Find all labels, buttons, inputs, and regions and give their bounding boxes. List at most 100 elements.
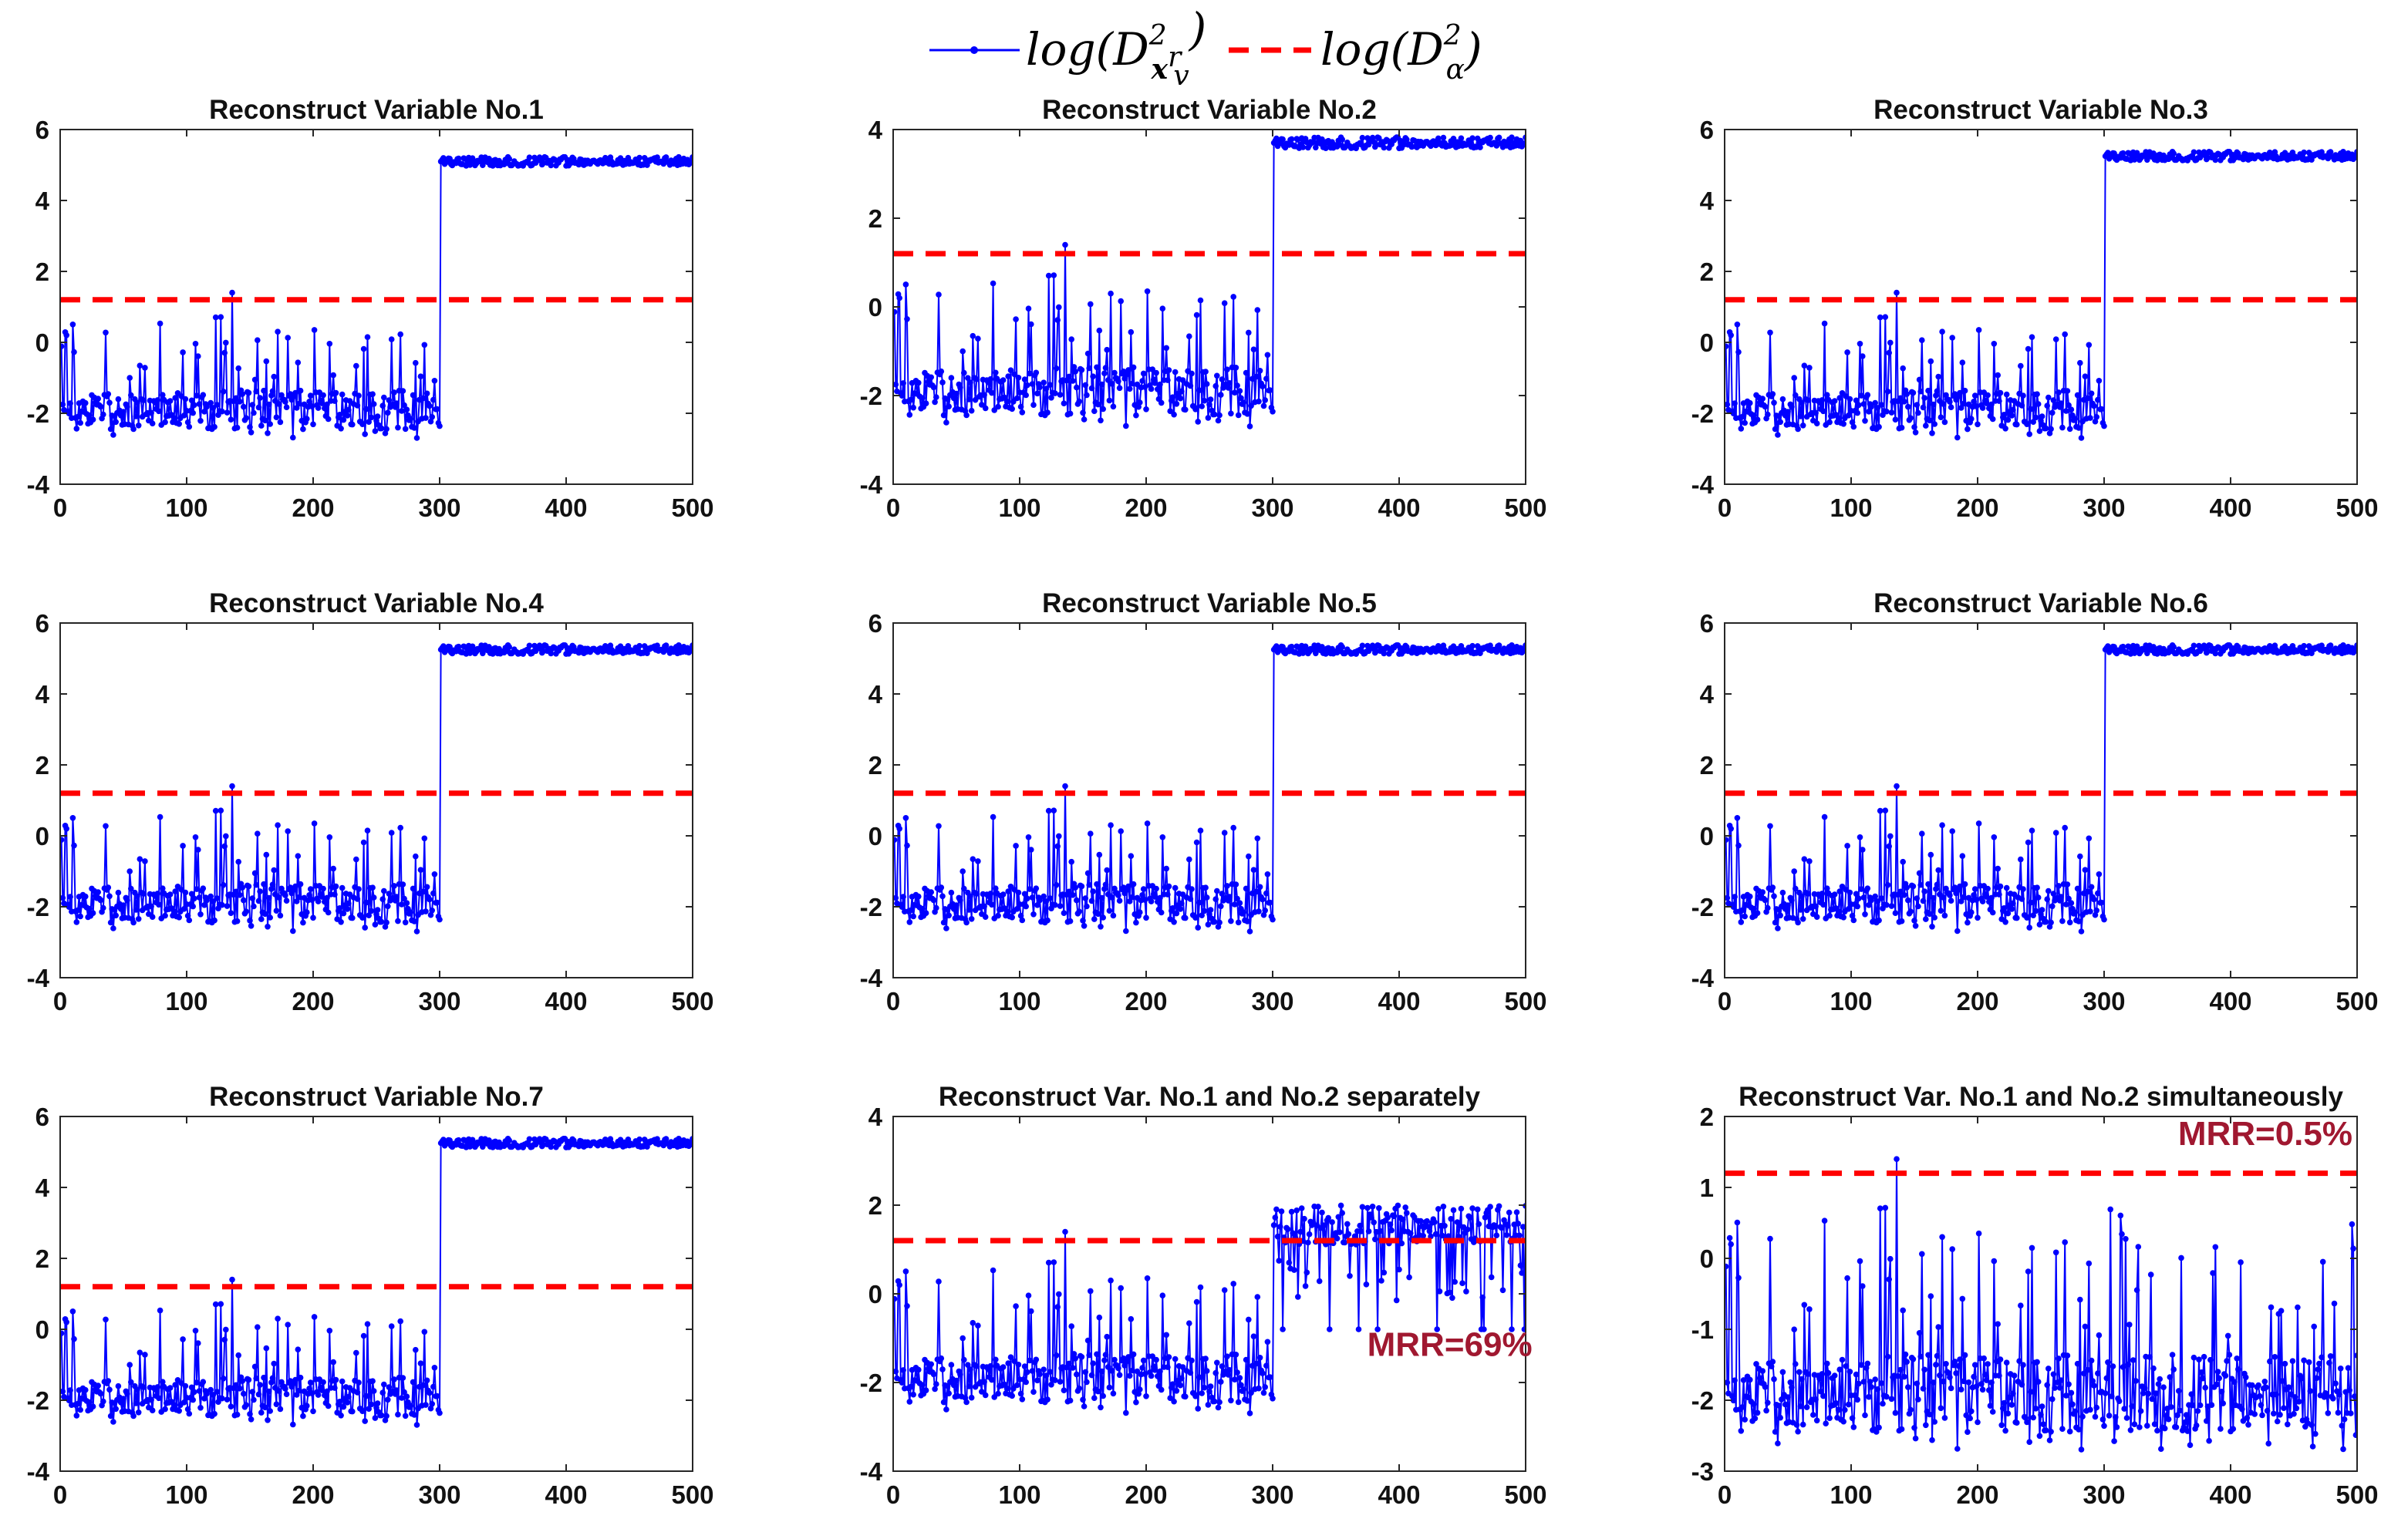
- data-point: [1066, 888, 1072, 895]
- data-point: [1130, 881, 1137, 887]
- legend-series-post: ): [1188, 3, 1207, 56]
- data-point: [1098, 1404, 1104, 1411]
- data-point: [2131, 157, 2138, 163]
- data-point: [896, 295, 902, 301]
- series-group: [60, 1136, 693, 1428]
- data-point: [2010, 1390, 2016, 1397]
- data-point: [2002, 919, 2008, 925]
- data-point: [995, 1390, 1001, 1397]
- data-point: [106, 1386, 113, 1393]
- data-point: [220, 882, 227, 888]
- data-point: [248, 923, 255, 929]
- data-point: [2258, 1402, 2265, 1409]
- data-point: [1406, 1274, 1412, 1281]
- data-point: [1996, 398, 2002, 404]
- data-point: [1005, 888, 1011, 894]
- data-point: [1738, 426, 1745, 432]
- data-point: [526, 154, 533, 160]
- data-point: [1513, 1209, 1520, 1215]
- data-point: [2335, 1409, 2342, 1416]
- x-tick-label: 300: [2083, 493, 2125, 522]
- data-point: [1019, 1396, 1026, 1403]
- data-point: [275, 328, 281, 335]
- data-point: [2048, 1429, 2054, 1435]
- y-tick-label: 4: [868, 680, 883, 709]
- y-tick-label: 4: [35, 1174, 50, 1202]
- data-point: [400, 1375, 406, 1381]
- data-point: [263, 1345, 270, 1352]
- data-point: [197, 911, 204, 918]
- y-tick-label: -2: [860, 1369, 882, 1397]
- data-point: [219, 408, 225, 415]
- data-point: [2076, 918, 2082, 924]
- data-point: [229, 289, 235, 296]
- data-point: [1469, 135, 1475, 141]
- data-point: [1123, 928, 1129, 935]
- data-point: [2032, 1406, 2039, 1412]
- data-point: [309, 1390, 315, 1396]
- data-point: [63, 1319, 69, 1325]
- data-point: [263, 851, 270, 858]
- data-point: [1897, 395, 1904, 402]
- data-point: [948, 1362, 955, 1368]
- data-point: [1300, 144, 1307, 150]
- data-point: [2106, 1413, 2113, 1419]
- data-point: [2048, 919, 2054, 926]
- data-point: [1165, 377, 1171, 383]
- data-point: [2207, 1356, 2214, 1363]
- x-tick-label: 100: [165, 987, 207, 1015]
- data-point: [194, 1379, 200, 1386]
- data-point: [1989, 416, 1996, 423]
- data-point: [2345, 1365, 2352, 1371]
- data-point: [1081, 1403, 1088, 1409]
- data-point: [1747, 893, 1753, 900]
- data-point: [2018, 896, 2025, 902]
- data-point: [1846, 396, 1853, 402]
- data-point: [325, 416, 332, 423]
- data-point: [1793, 1361, 1799, 1367]
- data-point: [1148, 1372, 1155, 1379]
- data-point: [261, 881, 267, 887]
- data-point: [66, 410, 73, 416]
- data-point: [89, 416, 96, 423]
- data-point: [427, 911, 434, 918]
- data-point: [2049, 903, 2056, 910]
- data-point: [1771, 893, 1777, 900]
- data-point: [1108, 894, 1115, 901]
- data-point: [2039, 413, 2045, 419]
- data-point: [157, 813, 164, 820]
- data-point: [267, 421, 274, 427]
- data-point: [1996, 891, 2002, 898]
- data-point: [2103, 1375, 2110, 1382]
- data-point: [134, 399, 140, 406]
- data-point: [1505, 1222, 1511, 1229]
- data-point: [339, 884, 346, 891]
- data-point: [149, 420, 156, 426]
- y-tick-label: 2: [1700, 258, 1714, 286]
- data-point: [1235, 1399, 1242, 1406]
- data-point: [953, 1377, 959, 1384]
- data-point: [2218, 1389, 2225, 1395]
- data-point: [1931, 914, 1938, 921]
- data-point: [1163, 865, 1169, 872]
- data-point: [1105, 1364, 1111, 1370]
- data-point: [1866, 409, 1872, 415]
- data-point: [399, 901, 405, 908]
- data-point: [1158, 399, 1165, 406]
- data-point: [1845, 413, 1852, 419]
- y-tick-label: 1: [1700, 1174, 1714, 1202]
- data-point: [1884, 1393, 1890, 1400]
- data-point: [1013, 395, 1020, 402]
- data-point: [191, 1389, 197, 1396]
- data-point: [1017, 912, 1024, 919]
- data-point: [975, 335, 981, 342]
- data-point: [60, 1330, 65, 1336]
- data-point: [1728, 332, 1734, 338]
- data-point: [1937, 1372, 1943, 1379]
- data-point: [1098, 381, 1105, 388]
- data-point: [1730, 1397, 1737, 1404]
- data-point: [360, 839, 367, 846]
- data-point: [300, 919, 306, 926]
- data-point: [919, 1382, 926, 1388]
- data-point: [1880, 1400, 1886, 1407]
